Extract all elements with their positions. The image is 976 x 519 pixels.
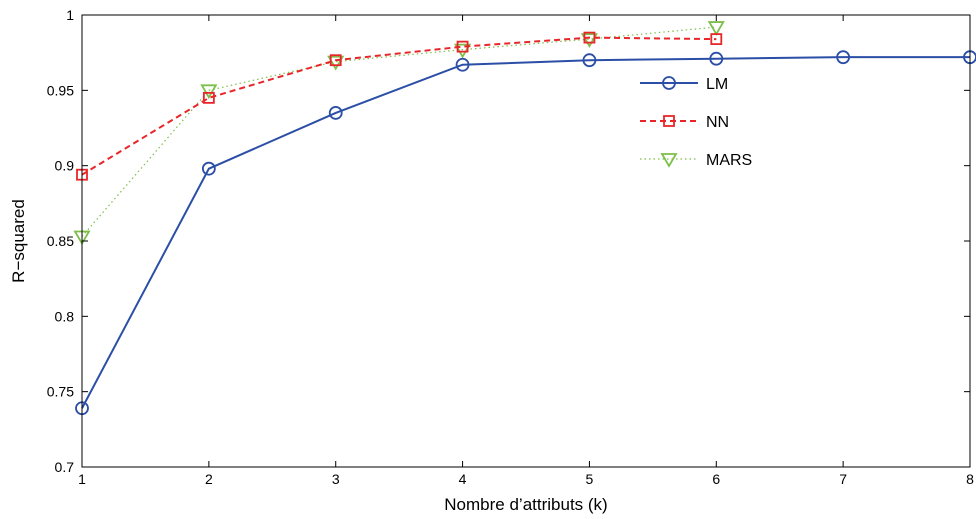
data-point-lm-4 [455, 57, 470, 72]
y-tick-label: 0.8 [55, 308, 75, 324]
legend-item-lm: LM [640, 76, 728, 93]
legend-item-mars: MARS [640, 152, 752, 169]
data-point-mars-4 [454, 43, 472, 59]
data-point-lm-2 [201, 161, 216, 176]
data-point-lm-5 [582, 53, 597, 68]
series-nn [76, 31, 723, 181]
x-tick-label: 6 [712, 471, 720, 487]
x-tick-label: 5 [586, 471, 594, 487]
data-point-lm-3 [328, 106, 343, 120]
y-tick-label: 1 [66, 7, 74, 23]
data-point-nn-3 [329, 54, 342, 67]
series-layer [73, 21, 976, 416]
legend: LM NN MARS [640, 76, 752, 169]
data-point-mars-2 [200, 84, 218, 100]
y-tick-label: 0.95 [47, 82, 74, 98]
y-tick-label: 0.85 [47, 233, 74, 249]
axis-ticks: 1 2 3 4 5 6 7 8 0.7 0.75 0.8 0.85 0.9 0.95 1 [47, 7, 974, 487]
series-line-mars [81, 26, 717, 237]
series-mars [73, 21, 725, 246]
series-line-nn [81, 36, 717, 176]
data-point-nn-4 [456, 40, 469, 53]
data-point-mars-5 [580, 33, 598, 48]
data-point-lm-6 [709, 51, 724, 66]
x-tick-label: 7 [839, 471, 847, 487]
legend-label-lm: LM [706, 76, 728, 93]
legend-marker-mars [660, 153, 678, 168]
plot-area [82, 15, 970, 467]
y-tick-label: 0.9 [55, 158, 75, 174]
legend-marker-lm [662, 76, 676, 90]
data-point-nn-5 [583, 31, 596, 44]
y-tick-label: 0.75 [47, 384, 74, 400]
legend-marker-nn [663, 115, 675, 127]
legend-item-nn: NN [640, 114, 729, 131]
y-tick-label: 0.7 [55, 459, 75, 475]
x-axis-label: Nombre d’attributs (k) [444, 495, 607, 514]
x-tick-label: 8 [966, 471, 974, 487]
data-point-mars-3 [327, 55, 345, 71]
legend-label-mars: MARS [706, 152, 752, 169]
series-line-lm [81, 56, 970, 409]
x-tick-label: 4 [459, 471, 467, 487]
x-tick-label: 1 [78, 471, 86, 487]
data-point-nn-2 [202, 91, 215, 104]
legend-label-nn: NN [706, 114, 729, 131]
data-point-lm-7 [836, 50, 851, 65]
x-tick-label: 3 [332, 471, 340, 487]
data-point-nn-6 [710, 33, 723, 46]
y-axis-label: R−squared [9, 199, 28, 283]
data-point-mars-6 [707, 21, 725, 36]
x-tick-label: 2 [205, 471, 213, 487]
